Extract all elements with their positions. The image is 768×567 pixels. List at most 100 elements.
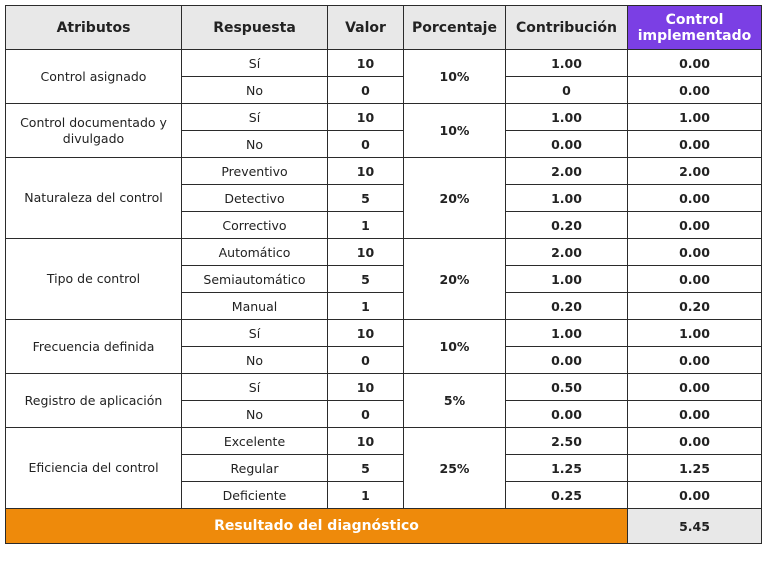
value-cell: 0	[327, 130, 404, 158]
table-header: Atributos Respuesta Valor Porcentaje Con…	[5, 5, 762, 50]
response-cell: Semiautomático	[181, 265, 328, 293]
contribution-cell: 0.25	[505, 481, 628, 509]
value-cell: 10	[327, 319, 404, 347]
attribute-cell: Tipo de control	[5, 238, 182, 320]
result-row: Resultado del diagnóstico 5.45	[5, 508, 762, 544]
control-implemented-cell: 0.00	[627, 346, 762, 374]
contribution-cell: 0.50	[505, 373, 628, 401]
table-row: Control documentado y divulgado Sí 10 10% 1.…	[5, 103, 762, 158]
value-cell: 0	[327, 76, 404, 104]
control-implemented-cell: 1.00	[627, 319, 762, 347]
attribute-cell: Control documentado y divulgado	[5, 103, 182, 158]
header-value: Valor	[327, 5, 404, 50]
value-cell: 5	[327, 184, 404, 212]
control-implemented-cell: 0.00	[627, 184, 762, 212]
response-cell: Preventivo	[181, 157, 328, 185]
control-implemented-cell: 2.00	[627, 157, 762, 185]
contribution-cell: 0.00	[505, 400, 628, 428]
table-row: Semiautomático 5 1.00 0.00	[6, 265, 762, 293]
contribution-cell: 0.00	[505, 346, 628, 374]
control-implemented-cell: 0.20	[627, 292, 762, 320]
response-cell: Sí	[181, 49, 328, 77]
control-implemented-cell: 0.00	[627, 373, 762, 401]
response-cell: Manual	[181, 292, 328, 320]
response-cell: Automático	[181, 238, 328, 266]
diagnostic-table: Atributos Respuesta Valor Porcentaje Con…	[5, 5, 762, 544]
value-cell: 10	[327, 157, 404, 185]
result-label: Resultado del diagnóstico	[5, 508, 628, 544]
table-row: Registro de aplicación Sí 10 5% 0.50 0.00	[5, 373, 762, 428]
percentage-cell: 20%	[403, 238, 506, 320]
percentage-cell: 20%	[403, 157, 506, 239]
response-cell: Sí	[181, 373, 328, 401]
value-cell: 0	[327, 400, 404, 428]
response-cell: Regular	[181, 454, 328, 482]
response-cell: Excelente	[181, 427, 328, 455]
control-implemented-cell: 0.00	[627, 427, 762, 455]
contribution-cell: 0	[505, 76, 628, 104]
control-implemented-cell: 1.00	[627, 103, 762, 131]
response-cell: Detectivo	[181, 184, 328, 212]
table-row: No 0 0 0.00	[6, 76, 762, 104]
table-row: Tipo de control Automático 10 20% 2.00 0.00	[5, 238, 762, 320]
response-cell: No	[181, 346, 328, 374]
control-implemented-cell: 1.25	[627, 454, 762, 482]
response-cell: No	[181, 130, 328, 158]
percentage-cell: 5%	[403, 373, 506, 428]
contribution-cell: 0.00	[505, 130, 628, 158]
contribution-cell: 2.50	[505, 427, 628, 455]
control-implemented-cell: 0.00	[627, 238, 762, 266]
value-cell: 10	[327, 103, 404, 131]
value-cell: 0	[327, 346, 404, 374]
header-percentage: Porcentaje	[403, 5, 506, 50]
result-value: 5.45	[627, 508, 762, 544]
response-cell: Sí	[181, 103, 328, 131]
table-row: Frecuencia definida Sí 10 10% 1.00 1.00	[5, 319, 762, 374]
header-control-implemented: Control implementado	[627, 5, 762, 50]
header-contribution: Contribución	[505, 5, 628, 50]
table-row: Control asignado Sí 10 10% 1.00 0.00	[5, 49, 762, 104]
header-attributes: Atributos	[5, 5, 182, 50]
table-body: Control asignado Sí 10 10% 1.00 0.00 No 0 0 0.00 C…	[5, 49, 762, 509]
contribution-cell: 1.00	[505, 49, 628, 77]
percentage-cell: 10%	[403, 103, 506, 158]
attribute-cell: Registro de aplicación	[5, 373, 182, 428]
attribute-cell: Naturaleza del control	[5, 157, 182, 239]
control-implemented-cell: 0.00	[627, 400, 762, 428]
control-implemented-cell: 0.00	[627, 76, 762, 104]
value-cell: 10	[327, 427, 404, 455]
table-row: No 0 0.00 0.00	[6, 346, 762, 374]
attribute-cell: Eficiencia del control	[5, 427, 182, 509]
contribution-cell: 2.00	[505, 238, 628, 266]
control-implemented-cell: 0.00	[627, 265, 762, 293]
table-row: No 0 0.00 0.00	[6, 400, 762, 428]
value-cell: 10	[327, 373, 404, 401]
contribution-cell: 1.25	[505, 454, 628, 482]
value-cell: 5	[327, 265, 404, 293]
percentage-cell: 10%	[403, 319, 506, 374]
control-implemented-cell: 0.00	[627, 49, 762, 77]
response-cell: No	[181, 76, 328, 104]
table-row: Naturaleza del control Preventivo 10 20% 2.0…	[5, 157, 762, 239]
contribution-cell: 0.20	[505, 211, 628, 239]
control-implemented-cell: 0.00	[627, 481, 762, 509]
contribution-cell: 1.00	[505, 184, 628, 212]
table-row: Eficiencia del control Excelente 10 25% 2.50…	[5, 427, 762, 509]
response-cell: Deficiente	[181, 481, 328, 509]
value-cell: 5	[327, 454, 404, 482]
control-implemented-cell: 0.00	[627, 211, 762, 239]
control-implemented-cell: 0.00	[627, 130, 762, 158]
value-cell: 1	[327, 211, 404, 239]
contribution-cell: 1.00	[505, 265, 628, 293]
contribution-cell: 1.00	[505, 103, 628, 131]
response-cell: Correctivo	[181, 211, 328, 239]
table-row: Deficiente 1 0.25 0.00	[6, 481, 762, 509]
value-cell: 1	[327, 292, 404, 320]
contribution-cell: 2.00	[505, 157, 628, 185]
response-cell: Sí	[181, 319, 328, 347]
value-cell: 1	[327, 481, 404, 509]
contribution-cell: 0.20	[505, 292, 628, 320]
percentage-cell: 25%	[403, 427, 506, 509]
percentage-cell: 10%	[403, 49, 506, 104]
attribute-cell: Control asignado	[5, 49, 182, 104]
